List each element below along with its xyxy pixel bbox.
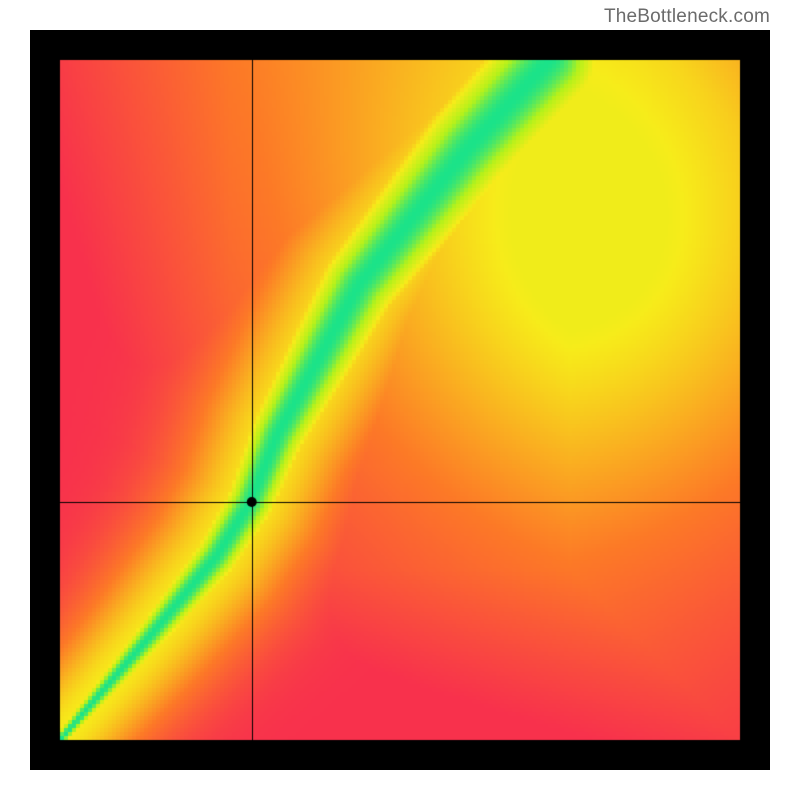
attribution-text: TheBottleneck.com [604, 6, 770, 28]
heatmap-canvas [30, 30, 770, 770]
plot-frame [30, 30, 770, 770]
